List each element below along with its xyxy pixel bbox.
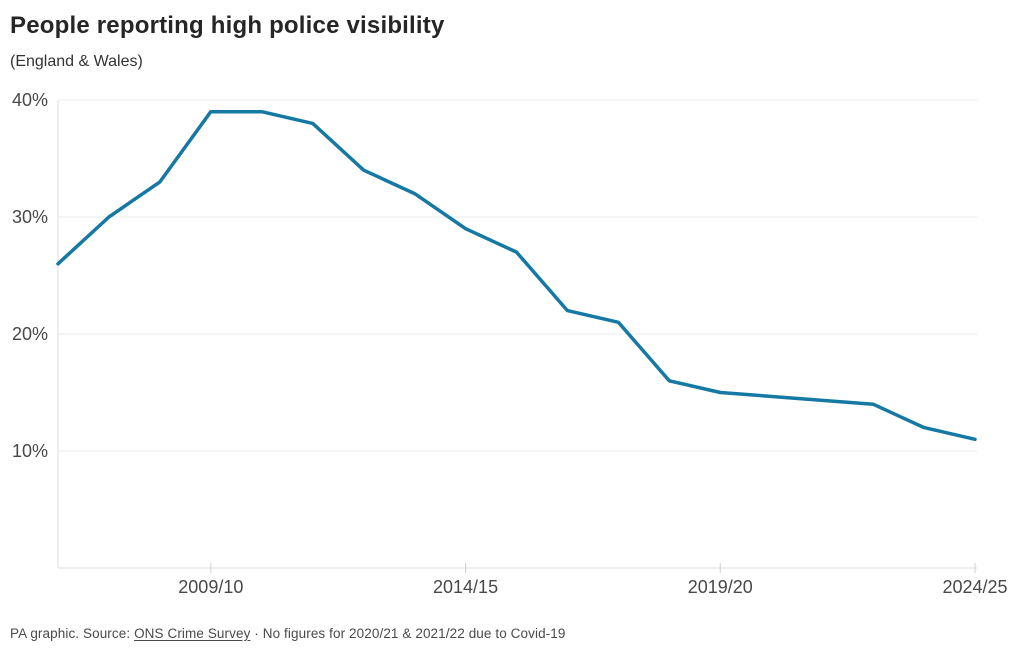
chart-title: People reporting high police visibility (10, 12, 445, 39)
visibility-trend-line (56, 109, 977, 442)
y-axis-label-10: 10% (12, 441, 48, 461)
footer-prefix: PA graphic. Source: (10, 626, 135, 641)
footer-suffix: · No figures for 2020/21 & 2021/22 due t… (250, 626, 566, 641)
source-note: PA graphic. Source: ONS Crime Survey · N… (10, 626, 566, 641)
y-axis-label-20: 20% (12, 324, 48, 344)
y-axis-label-30: 30% (12, 207, 48, 227)
x-axis-label-2019-20: 2019/20 (688, 577, 753, 597)
x-axis-label-2024-25: 2024/25 (942, 577, 1007, 597)
x-axis-label-2014-15: 2014/15 (433, 577, 498, 597)
y-axis-label-40: 40% (12, 90, 48, 110)
source-link[interactable]: ONS Crime Survey (134, 626, 251, 641)
chart-subtitle: (England & Wales) (10, 53, 143, 70)
x-axis-label-2009-10: 2009/10 (178, 577, 243, 597)
